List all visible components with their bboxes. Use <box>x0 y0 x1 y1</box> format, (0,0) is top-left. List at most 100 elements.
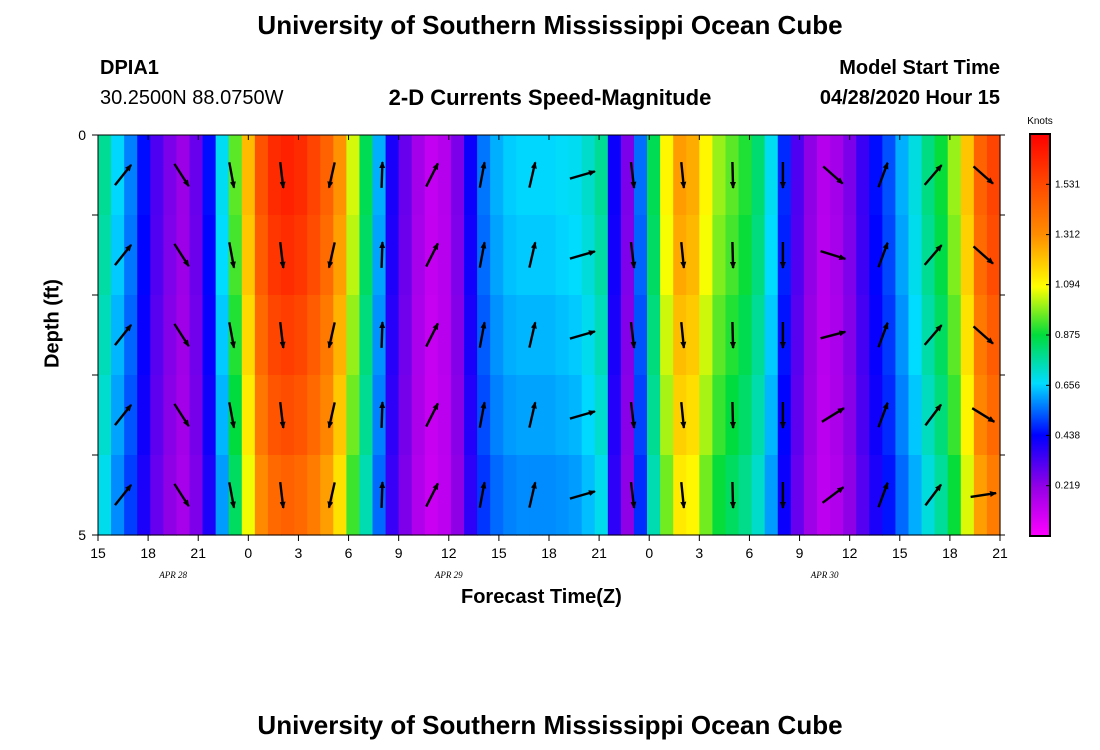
heatmap-cell <box>529 215 544 296</box>
current-vector-arrow <box>114 404 133 426</box>
heatmap-cell <box>673 375 687 456</box>
heatmap-cell <box>790 375 805 456</box>
heatmap-cell <box>843 215 857 296</box>
current-vector-arrow <box>279 241 286 269</box>
heatmap-cell <box>372 135 387 216</box>
heatmap-cell <box>385 215 400 296</box>
heatmap-cell <box>947 135 962 216</box>
current-vector-arrow <box>425 482 439 508</box>
current-vector-arrow <box>569 170 596 180</box>
heatmap-cell <box>398 375 413 456</box>
heatmap-cell <box>921 215 936 296</box>
colorbar-title: Knots <box>1027 116 1053 127</box>
heatmap-cell <box>320 375 334 456</box>
colorbar-tick-label: 1.312 <box>1055 230 1080 241</box>
current-vector-arrow <box>327 242 336 269</box>
heatmap-cell <box>869 375 883 456</box>
heatmap-cell <box>516 215 530 296</box>
heatmap-cell <box>882 375 897 456</box>
heatmap-cell <box>137 135 151 216</box>
current-vector-arrow <box>680 481 687 509</box>
heatmap-cell <box>150 375 164 456</box>
heatmap-cell <box>647 455 661 536</box>
heatmap-cell <box>503 295 517 376</box>
heatmap-cell <box>856 135 870 216</box>
x-tick-label: 3 <box>695 545 703 561</box>
x-tick-label: 3 <box>295 545 303 561</box>
current-vector-arrow <box>327 162 336 189</box>
current-vector-arrow <box>528 481 537 508</box>
colorbar-tick-label: 0.875 <box>1055 330 1080 341</box>
heatmap-cell <box>895 215 910 296</box>
heatmap-cell <box>986 215 1001 296</box>
current-vector-arrow <box>425 162 439 188</box>
current-vector-arrow <box>729 241 736 269</box>
heatmap-cell <box>372 295 387 376</box>
heatmap-cell <box>647 295 661 376</box>
current-vector-arrow <box>228 482 236 509</box>
date-label: APR 30 <box>810 570 839 580</box>
heatmap-cell <box>712 215 727 296</box>
current-vector-arrow <box>971 407 996 423</box>
heatmap-cell <box>529 455 544 536</box>
heatmap-cell <box>686 375 700 456</box>
heatmap-cell <box>450 135 465 216</box>
heatmap-cell <box>816 295 831 376</box>
heatmap-cell <box>660 375 674 456</box>
heatmap-cell <box>960 455 975 536</box>
heatmap-cell <box>895 455 910 536</box>
heatmap-cell <box>359 455 374 536</box>
current-vector-arrow <box>972 245 994 265</box>
current-vector-arrow <box>379 241 386 268</box>
heatmap-cell <box>699 215 713 296</box>
x-tick-label: 12 <box>842 545 858 561</box>
heatmap-cell <box>477 295 491 376</box>
heatmap-cell <box>777 295 792 376</box>
heatmap-cell <box>529 295 544 376</box>
heatmap-cell <box>490 215 504 296</box>
heatmap-cell <box>816 375 831 456</box>
heatmap-cell <box>633 295 648 376</box>
current-vector-arrow <box>877 321 889 348</box>
heatmap-cell <box>620 135 635 216</box>
heatmap-cell <box>882 295 897 376</box>
heatmap-cell <box>137 455 151 536</box>
current-vector-arrow <box>680 241 687 269</box>
heatmap-cell <box>241 455 256 536</box>
heatmap-cell <box>973 215 988 296</box>
heatmap-cell <box>202 135 217 216</box>
heatmap-cell <box>816 455 831 536</box>
heatmap-cell <box>202 295 217 376</box>
heatmap-cell <box>607 215 622 296</box>
current-vector-arrow <box>478 321 487 348</box>
heatmap-cell <box>163 375 178 456</box>
heatmap-cell <box>712 135 727 216</box>
heatmap-cell <box>477 455 491 536</box>
heatmap-cell <box>137 375 151 456</box>
heatmap-cell <box>359 375 374 456</box>
heatmap-cell <box>202 215 217 296</box>
heatmap-cell <box>398 135 413 216</box>
x-tick-label: 9 <box>395 545 403 561</box>
x-tick-label: 12 <box>441 545 457 561</box>
current-vector-arrow <box>528 321 537 348</box>
heatmap-cell <box>673 295 687 376</box>
heatmap-cell <box>738 375 753 456</box>
heatmap-cell <box>869 135 883 216</box>
heatmap-cell <box>620 375 635 456</box>
current-vector-arrow <box>629 241 637 269</box>
current-vector-arrow <box>228 162 236 189</box>
heatmap-cell <box>895 135 910 216</box>
heatmap-cell <box>124 215 138 296</box>
current-vector-arrow <box>923 164 943 186</box>
heatmap-cell <box>777 135 792 216</box>
heatmap-cell <box>777 215 792 296</box>
x-tick-label: 0 <box>244 545 252 561</box>
heatmap-cell <box>320 295 334 376</box>
heatmap-cell <box>503 135 517 216</box>
heatmap-cell <box>568 295 583 376</box>
current-vector-arrow <box>729 161 736 189</box>
heatmap-cell <box>947 215 962 296</box>
heatmap-cell <box>111 295 125 376</box>
heatmap-cell <box>320 135 334 216</box>
